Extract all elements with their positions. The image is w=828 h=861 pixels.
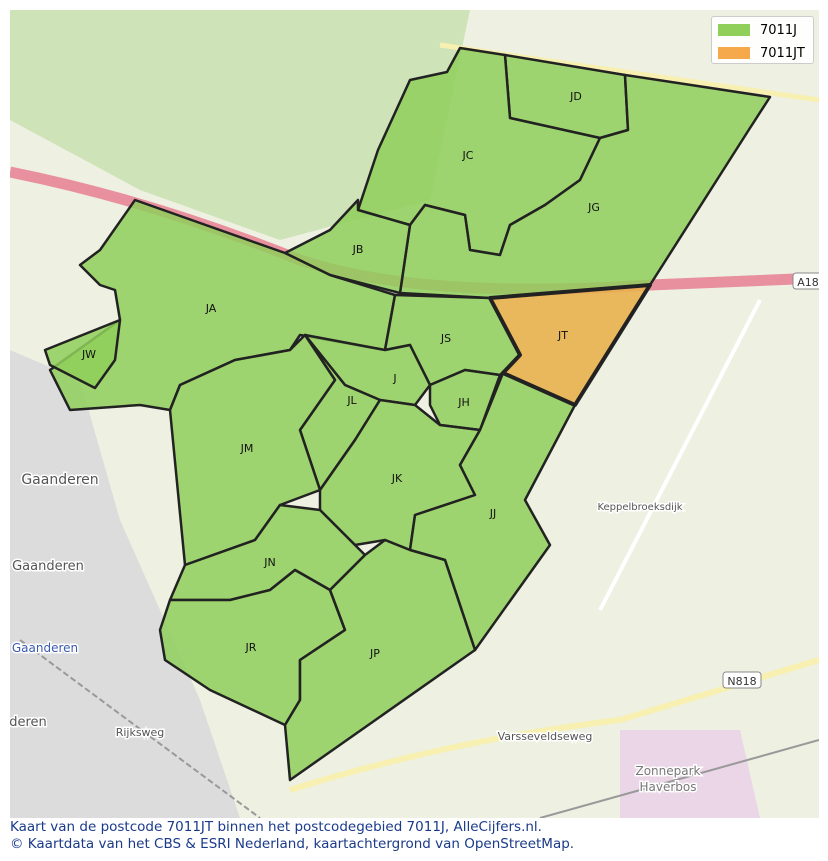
- district-label: JN: [263, 556, 275, 569]
- district-label: JC: [462, 149, 474, 162]
- district-label: JJ: [489, 507, 497, 520]
- place-label: Haverbos: [639, 780, 696, 794]
- road-n818: [289, 657, 820, 793]
- district-jw[interactable]: [43, 318, 122, 390]
- forest-area: [10, 10, 470, 240]
- railway: [539, 739, 820, 819]
- place-label: Gaanderen: [12, 559, 84, 574]
- legend-item-7011jt: 7011JT: [718, 43, 807, 63]
- district-label: JP: [369, 647, 380, 660]
- map[interactable]: JD JC JG JB JA JW JS J JH JL JM JK JJ JN JR JP JT Gaande…: [8, 10, 824, 819]
- place-label: Gaanderen: [12, 641, 78, 655]
- place-label: Varsseveldseweg: [498, 730, 593, 743]
- district-label: JA: [205, 302, 217, 315]
- place-label: deren: [10, 715, 47, 730]
- district-label: JH: [457, 396, 470, 409]
- district-label: JB: [352, 243, 364, 256]
- district-jp[interactable]: [283, 538, 477, 782]
- district-jt[interactable]: [488, 283, 652, 407]
- legend-label: 7011JT: [760, 45, 805, 61]
- railway: [19, 639, 261, 819]
- town-area: [10, 350, 240, 818]
- district-label: JR: [245, 641, 257, 654]
- district-label: JW: [81, 348, 96, 361]
- legend-swatch: [718, 47, 750, 59]
- place-label: Keppelbroeksdijk: [597, 502, 682, 513]
- map-canvas: JD JC JG JB JA JW JS J JH JL JM JK JJ JN JR JP JT Gaande…: [8, 10, 824, 819]
- legend: 7011J 7011JT: [711, 16, 814, 64]
- caption-attribution: © Kaartdata van het CBS & ESRI Nederland…: [10, 836, 575, 852]
- legend-label: 7011J: [760, 22, 797, 38]
- district-jg[interactable]: [398, 73, 772, 300]
- place-label: Zonnepark: [635, 764, 700, 778]
- district-label: JD: [569, 90, 582, 103]
- road-shield: [722, 671, 762, 689]
- district-label: JS: [440, 332, 451, 345]
- caption-title: Kaart van de postcode 7011JT binnen het …: [10, 819, 542, 835]
- road-label: A18: [797, 276, 819, 289]
- district-label: JG: [587, 201, 600, 214]
- place-label: Rijksweg: [116, 726, 165, 739]
- road-keppelbroeksdijk: [598, 299, 762, 611]
- legend-swatch: [718, 24, 750, 36]
- district-label: JL: [346, 394, 357, 407]
- zonnepark-area: [620, 730, 760, 818]
- road-label: N818: [727, 675, 756, 688]
- district-label: JK: [391, 472, 403, 485]
- district-label: J: [392, 372, 396, 385]
- district-label: JM: [240, 442, 254, 455]
- district-label: JT: [557, 329, 568, 342]
- place-label: Gaanderen: [21, 472, 98, 488]
- legend-item-7011j: 7011J: [718, 20, 807, 40]
